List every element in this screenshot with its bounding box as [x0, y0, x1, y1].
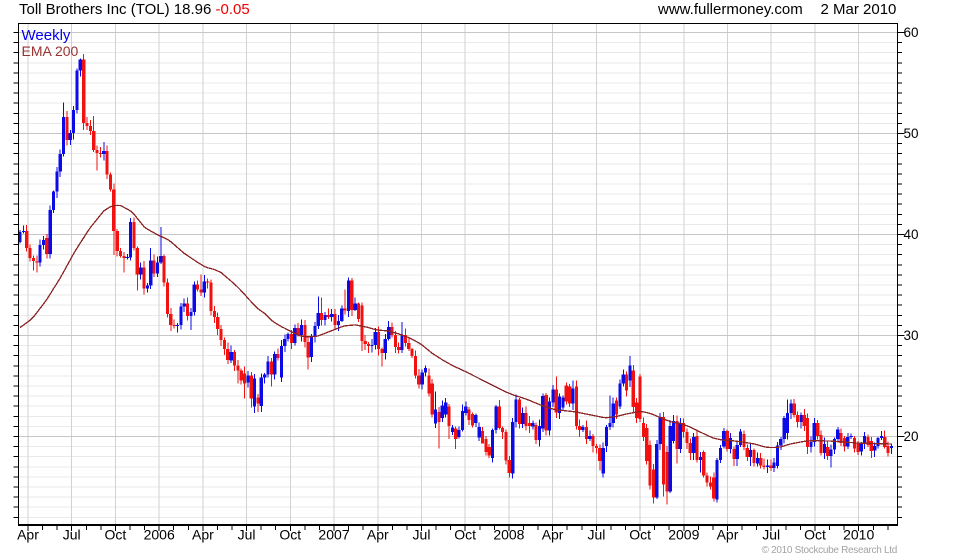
svg-text:50: 50 [904, 126, 919, 141]
svg-text:EMA 200: EMA 200 [22, 43, 79, 59]
svg-text:Oct: Oct [629, 527, 651, 543]
svg-text:Apr: Apr [17, 527, 39, 543]
svg-text:Jul: Jul [413, 527, 431, 543]
svg-text:Weekly: Weekly [22, 27, 71, 44]
svg-text:20: 20 [904, 429, 919, 444]
svg-text:Apr: Apr [367, 527, 389, 543]
svg-text:Jul: Jul [762, 527, 780, 543]
svg-text:2009: 2009 [668, 527, 699, 543]
svg-text:Oct: Oct [454, 527, 476, 543]
svg-text:2007: 2007 [318, 527, 349, 543]
svg-text:2010: 2010 [843, 527, 874, 543]
svg-text:Apr: Apr [717, 527, 739, 543]
svg-text:Toll Brothers Inc (TOL) 18.96: Toll Brothers Inc (TOL) 18.96 -0.05 [19, 1, 250, 18]
svg-text:Oct: Oct [105, 527, 127, 543]
svg-text:www.fullermoney.com: www.fullermoney.com [657, 1, 803, 18]
svg-text:Apr: Apr [192, 527, 214, 543]
svg-text:Oct: Oct [804, 527, 826, 543]
svg-text:2006: 2006 [144, 527, 175, 543]
svg-text:Apr: Apr [542, 527, 564, 543]
svg-text:2 Mar 2010: 2 Mar 2010 [821, 1, 897, 18]
svg-text:Jul: Jul [63, 527, 81, 543]
svg-text:2008: 2008 [493, 527, 524, 543]
svg-text:Jul: Jul [238, 527, 256, 543]
svg-text:30: 30 [904, 328, 919, 343]
svg-text:Oct: Oct [279, 527, 301, 543]
svg-text:40: 40 [904, 227, 919, 242]
svg-text:Jul: Jul [587, 527, 605, 543]
svg-text:© 2010 Stockcube Research Ltd: © 2010 Stockcube Research Ltd [762, 545, 897, 556]
svg-text:60: 60 [904, 25, 919, 40]
